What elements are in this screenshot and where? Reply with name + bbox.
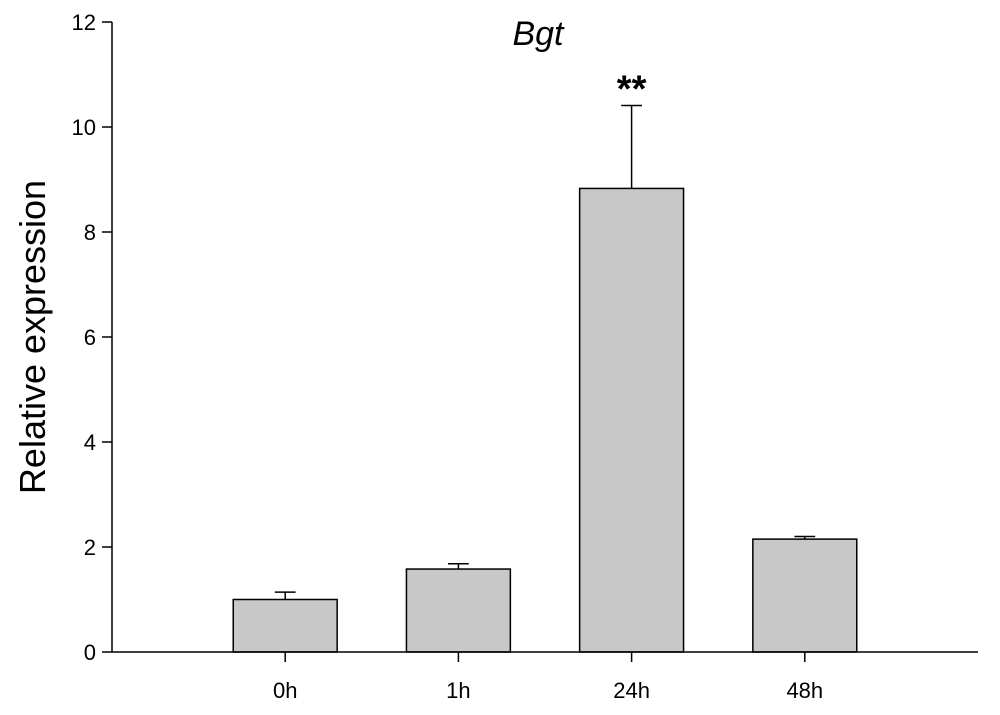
- y-tick-label: 12: [72, 10, 96, 35]
- y-ticks-group: 0 2 4 6 8 10 12: [72, 10, 112, 665]
- bars-group: [232, 187, 858, 653]
- x-tick-label: 24h: [613, 678, 650, 703]
- bar-24h: [578, 187, 685, 653]
- y-tick-label: 6: [84, 325, 96, 350]
- chart-title: Bgt: [512, 15, 565, 53]
- y-tick-label: 4: [84, 430, 96, 455]
- y-tick-label: 8: [84, 220, 96, 245]
- y-tick-label: 10: [72, 115, 96, 140]
- x-tick-label: 1h: [446, 678, 470, 703]
- x-tick-label: 0h: [273, 678, 297, 703]
- y-tick-label: 0: [84, 640, 96, 665]
- x-ticks-group: 0h 1h 24h 48h: [273, 652, 823, 703]
- y-axis-label: Relative expression: [12, 180, 53, 494]
- error-bars-group: [274, 104, 816, 600]
- bar-48h: [752, 538, 858, 653]
- annotations-group: **: [617, 68, 647, 110]
- x-tick-label: 48h: [786, 678, 823, 703]
- bar-0h: [232, 598, 338, 653]
- bar-1h: [405, 568, 512, 653]
- significance-annotation: **: [617, 68, 647, 110]
- y-tick-label: 2: [84, 535, 96, 560]
